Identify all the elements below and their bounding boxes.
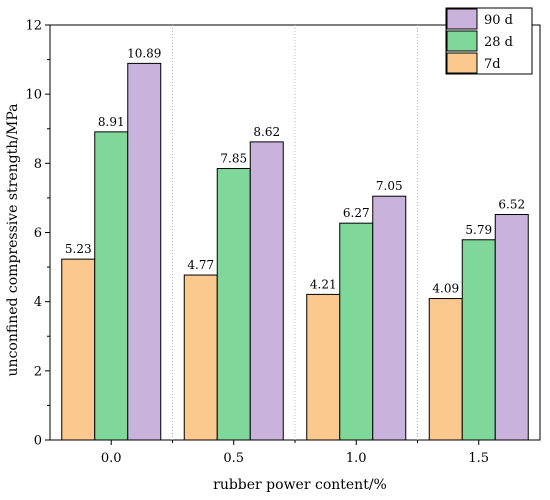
x-tick-label: 1.0 <box>346 451 367 466</box>
legend-label: 7d <box>484 57 501 72</box>
bar-90d-0.0 <box>127 62 162 441</box>
y-tick-label: 4 <box>34 295 42 310</box>
x-tick-label: 1.5 <box>468 451 489 466</box>
axes-group: 0 2 4 6 8 10 12 0.0 0.5 1.0 1.5 <box>25 19 489 467</box>
data-label: 7.05 <box>376 179 403 193</box>
bar-90d-1.0 <box>372 195 407 441</box>
bar-90d-0.5 <box>249 141 284 441</box>
bars-group <box>61 62 529 441</box>
legend-label: 90 d <box>484 13 513 28</box>
data-label: 6.27 <box>343 206 370 220</box>
bar-28d-1.0 <box>339 222 374 441</box>
x-tick-label: 0.0 <box>101 451 122 466</box>
category-separators <box>172 25 418 440</box>
bar-90d-1.5 <box>494 214 529 441</box>
data-labels-group: 5.23 4.77 4.21 4.09 8.91 7.85 6.27 5.79 10.89 8.6… <box>65 46 525 295</box>
y-tick-label: 8 <box>34 157 42 172</box>
legend: 90 d 28 d 7d <box>445 7 533 75</box>
data-label: 5.79 <box>465 223 492 237</box>
legend-swatch <box>446 8 478 30</box>
data-label: 4.09 <box>432 282 459 296</box>
bar-28d-0.5 <box>216 168 251 441</box>
data-label: 8.91 <box>98 115 125 129</box>
data-label: 4.21 <box>310 277 337 291</box>
y-tick-label: 10 <box>25 88 42 103</box>
x-tick-label: 0.5 <box>223 451 244 466</box>
bar-7d-0.0 <box>61 258 96 441</box>
y-tick-label: 0 <box>34 434 42 449</box>
data-label: 8.62 <box>253 125 280 139</box>
legend-label: 28 d <box>484 35 513 50</box>
bar-7d-1.0 <box>306 293 341 441</box>
bar-28d-0.0 <box>94 131 129 441</box>
data-label: 4.77 <box>187 258 214 272</box>
x-axis-title: rubber power content/% <box>213 477 387 493</box>
legend-swatch <box>446 52 478 74</box>
legend-swatch <box>446 30 478 52</box>
data-label: 6.52 <box>498 198 525 212</box>
y-tick-label: 12 <box>25 19 42 34</box>
y-tick-label: 2 <box>34 364 42 379</box>
data-label: 7.85 <box>220 152 247 166</box>
y-tick-label: 6 <box>34 226 42 241</box>
bar-7d-1.5 <box>428 298 463 441</box>
bar-7d-0.5 <box>183 274 218 441</box>
data-label: 5.23 <box>65 242 92 256</box>
data-label: 10.89 <box>127 46 161 60</box>
y-axis-title: unconfined compressive strength/MPa <box>5 104 21 377</box>
bar-28d-1.5 <box>461 239 496 441</box>
